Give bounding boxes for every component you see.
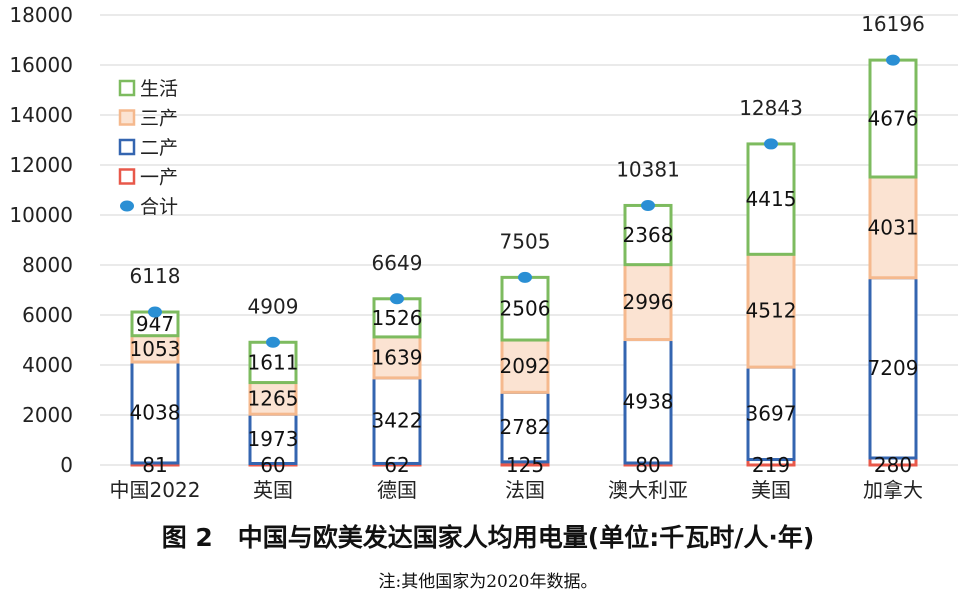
legend-label: 三产: [140, 108, 178, 130]
x-tick-label: 美国: [751, 478, 791, 502]
total-marker: [764, 138, 778, 150]
segment-label: 7209: [868, 356, 919, 380]
legend-label: 合计: [140, 196, 178, 218]
segment-label: 2092: [500, 354, 551, 378]
total-marker: [641, 199, 655, 211]
bar-segment: [130, 360, 180, 465]
bar-segment: [130, 334, 180, 364]
total-label: 16196: [861, 12, 925, 36]
x-tick-label: 德国: [377, 478, 417, 502]
total-label: 6118: [130, 264, 181, 288]
segment-label: 80: [635, 453, 660, 477]
bar-segment: [623, 203, 673, 267]
legend-swatch: [118, 79, 136, 97]
segment-label: 1639: [372, 345, 423, 369]
total-marker: [886, 54, 900, 66]
total-label: 7505: [500, 229, 551, 253]
segment-label: 1265: [248, 386, 299, 410]
segment-label: 2996: [623, 290, 674, 314]
segment-label: 4512: [746, 299, 797, 323]
total-label: 12843: [739, 96, 803, 120]
gridlines: [100, 14, 958, 466]
segment-label: 62: [384, 453, 409, 477]
figure-title: 图 2 中国与欧美发达国家人均用电量(单位:千瓦时/人·年): [161, 523, 815, 552]
y-tick-label: 8000: [22, 253, 73, 277]
total-marker: [148, 306, 162, 318]
segment-label: 60: [260, 453, 285, 477]
total-label: 6649: [372, 251, 423, 275]
total-marker: [518, 271, 532, 283]
segment-label: 4676: [868, 107, 919, 131]
bar-segment: [372, 335, 422, 380]
figure-note: 注:其他国家为2020年数据。: [378, 572, 598, 592]
segment-label: 1973: [248, 427, 299, 451]
segment-label: 219: [752, 453, 790, 477]
y-tick-label: 6000: [22, 303, 73, 327]
total-markers: 6118 4909 6649 7505 10381 12843 16196: [130, 12, 925, 348]
y-tick-label: 16000: [9, 53, 73, 77]
total-label: 4909: [248, 294, 299, 318]
segment-value-labels: 8140381053947601973126516116234221639152…: [130, 107, 919, 477]
legend-marker-total: [120, 200, 134, 212]
legend-label: 生活: [140, 78, 178, 100]
segment-label: 280: [874, 453, 912, 477]
y-tick-label: 0: [60, 453, 73, 477]
segment-label: 1053: [130, 337, 181, 361]
x-tick-label: 加拿大: [863, 478, 923, 502]
segment-label: 2368: [623, 223, 674, 247]
segment-label: 4031: [868, 215, 919, 239]
y-tick-label: 4000: [22, 353, 73, 377]
legend-swatch: [118, 138, 136, 156]
bar-segment: [372, 376, 422, 465]
segment-label: 81: [142, 453, 167, 477]
x-tick-label: 英国: [253, 478, 293, 502]
segment-label: 2782: [500, 415, 551, 439]
y-tick-label: 2000: [22, 403, 73, 427]
bar-segment: [623, 338, 673, 465]
bar-segment: [248, 340, 298, 385]
segment-label: 4415: [746, 187, 797, 211]
total-marker: [266, 336, 280, 348]
x-tick-label: 澳大利亚: [608, 478, 688, 502]
legend-label: 二产: [140, 137, 178, 159]
bar-segment: [500, 275, 550, 342]
legend-swatch: [118, 109, 136, 126]
x-axis-ticks: 中国2022 英国 德国 法国 澳大利亚 美国 加拿大: [110, 478, 923, 502]
legend-label: 一产: [140, 167, 178, 189]
x-tick-label: 中国2022: [110, 478, 201, 502]
segment-label: 1526: [372, 306, 423, 330]
y-axis-ticks: 0 2000 4000 6000 8000 10000 12000 14000 16000 180…: [9, 3, 73, 477]
segment-label: 4938: [623, 389, 674, 413]
total-label: 10381: [616, 157, 680, 181]
x-tick-label: 法国: [505, 478, 545, 502]
stacked-bar-chart: 0 2000 4000 6000 8000 10000 12000 14000 16000 180…: [9, 3, 958, 502]
segment-label: 2506: [500, 297, 551, 321]
segment-label: 1611: [248, 350, 299, 374]
bar-segment: [500, 338, 550, 394]
y-tick-label: 10000: [9, 203, 73, 227]
segment-label: 4038: [130, 401, 181, 425]
y-tick-label: 14000: [9, 103, 73, 127]
bar-segment: [248, 381, 298, 416]
y-tick-label: 18000: [9, 3, 73, 27]
legend-swatch: [118, 168, 136, 185]
segment-label: 125: [506, 453, 544, 477]
y-tick-label: 12000: [9, 153, 73, 177]
segment-label: 3697: [746, 401, 797, 425]
segment-label: 3422: [372, 409, 423, 433]
total-marker: [390, 293, 404, 305]
